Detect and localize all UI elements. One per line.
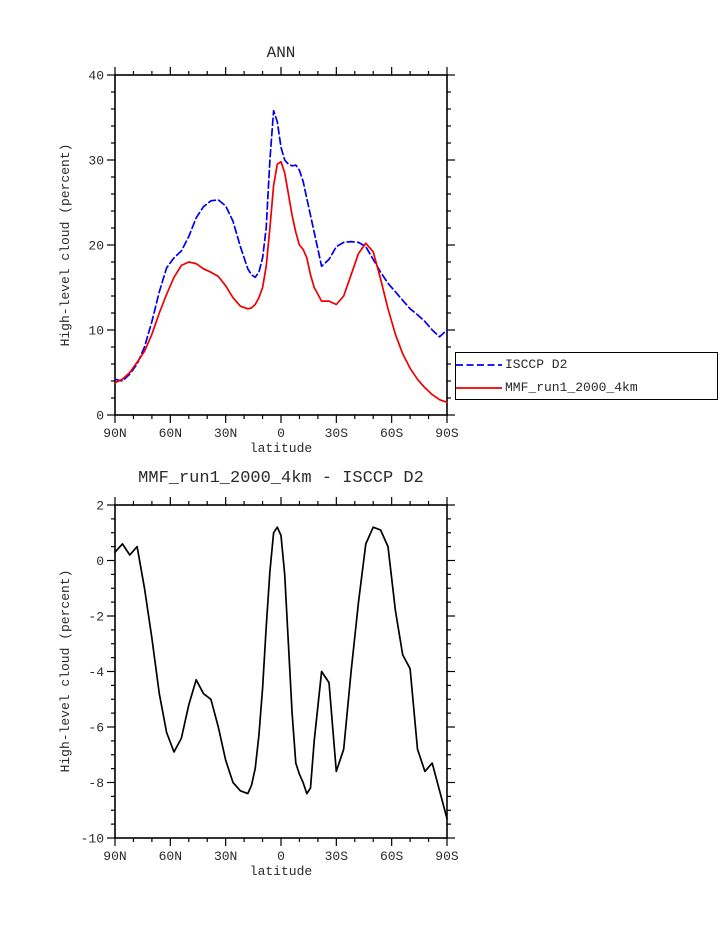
solid-line-sample-icon [456,386,502,389]
svg-text:40: 40 [88,69,104,84]
svg-text:60N: 60N [159,849,182,864]
svg-text:-4: -4 [88,665,104,680]
svg-text:30S: 30S [325,426,349,441]
svg-text:0: 0 [277,849,285,864]
svg-text:0: 0 [277,426,285,441]
svg-text:60S: 60S [380,849,404,864]
top-chart-title: ANN [266,44,296,62]
svg-text:10: 10 [88,324,104,339]
bottom-chart-title: MMF_run1_2000_4km - ISCCP D2 [138,469,424,488]
svg-text:30N: 30N [214,849,237,864]
svg-text:0: 0 [96,409,104,424]
svg-text:30S: 30S [325,849,349,864]
top-chart-x-axis-label: latitude [249,441,313,456]
svg-text:-6: -6 [88,721,104,736]
svg-text:2: 2 [96,499,104,514]
svg-text:90N: 90N [103,426,126,441]
dashed-line-sample-icon [456,363,502,366]
legend-label-isccp: ISCCP D2 [505,357,568,372]
bottom-chart-y-axis-label: High-level cloud (percent) [58,569,73,773]
svg-text:90S: 90S [435,426,459,441]
svg-text:-8: -8 [88,776,104,791]
legend-entry-mmf: MMF_run1_2000_4km [456,376,717,399]
svg-text:90N: 90N [103,849,126,864]
svg-text:60S: 60S [380,426,404,441]
svg-text:-2: -2 [88,610,104,625]
legend-label-mmf: MMF_run1_2000_4km [505,380,638,395]
legend-entry-isccp: ISCCP D2 [456,353,717,376]
top-chart-y-axis-label: High-level cloud (percent) [58,143,73,347]
svg-text:30: 30 [88,154,104,169]
bottom-chart-x-axis-label: latitude [249,864,313,879]
svg-text:0: 0 [96,554,104,569]
legend-box: ISCCP D2 MMF_run1_2000_4km [455,352,718,400]
svg-text:30N: 30N [214,426,237,441]
svg-text:90S: 90S [435,849,459,864]
svg-text:20: 20 [88,239,104,254]
svg-text:-10: -10 [81,832,104,847]
svg-text:60N: 60N [159,426,182,441]
